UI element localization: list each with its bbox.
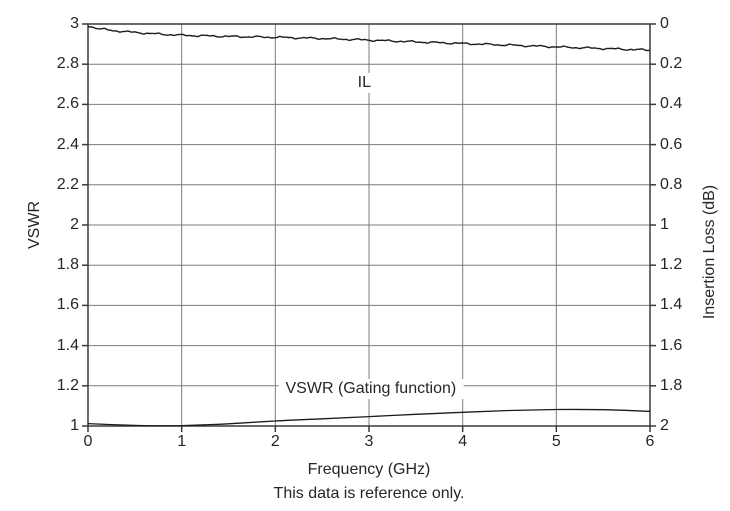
x-tick-label: 1: [177, 433, 187, 450]
right-tick-label: 1.2: [660, 256, 683, 274]
left-tick-label: 3: [70, 15, 79, 32]
right-tick-label: 0: [660, 15, 669, 32]
vswr-curve: [87, 408, 651, 427]
right-tick-label: 1.4: [660, 296, 683, 314]
x-axis-title: Frequency (GHz): [307, 461, 431, 478]
plot-frame: [87, 23, 651, 427]
left-tick-label: 1.6: [56, 296, 79, 314]
right-tick-label: 1.6: [660, 336, 683, 354]
left-tick-label: 2.6: [56, 95, 79, 113]
right-axis-title: Insertion Loss (dB): [701, 184, 718, 320]
left-tick-label: 1: [70, 417, 79, 434]
right-tick-label: 2: [660, 417, 669, 434]
x-tick-label: 4: [458, 433, 468, 450]
right-tick-label: 1.8: [660, 376, 683, 394]
right-tick-label: 0.8: [660, 175, 683, 193]
right-tick-label: 0.4: [660, 95, 683, 113]
x-tick-label: 5: [551, 433, 561, 450]
x-tick-label: 0: [83, 433, 93, 450]
series-label-il: IL: [350, 73, 378, 94]
left-tick-label: 2.4: [56, 135, 79, 153]
left-tick-label: 1.4: [56, 336, 79, 354]
series-label-vswr-gating: VSWR (Gating function): [278, 378, 464, 399]
right-tick-label: 0.2: [660, 55, 683, 73]
caption: This data is reference only.: [273, 485, 465, 502]
left-tick-label: 2.8: [56, 55, 79, 73]
il-curve: [87, 25, 650, 52]
left-tick-label: 1.2: [56, 376, 79, 394]
x-tick-label: 6: [645, 433, 655, 450]
right-tick-label: 1: [660, 216, 669, 233]
left-tick-label: 2.2: [56, 175, 79, 193]
left-tick-label: 2: [70, 216, 79, 233]
left-axis-title: VSWR: [26, 201, 43, 249]
left-tick-label: 1.8: [56, 256, 79, 274]
x-tick-label: 2: [270, 433, 280, 450]
right-tick-label: 0.6: [660, 135, 683, 153]
x-tick-label: 3: [364, 433, 374, 450]
